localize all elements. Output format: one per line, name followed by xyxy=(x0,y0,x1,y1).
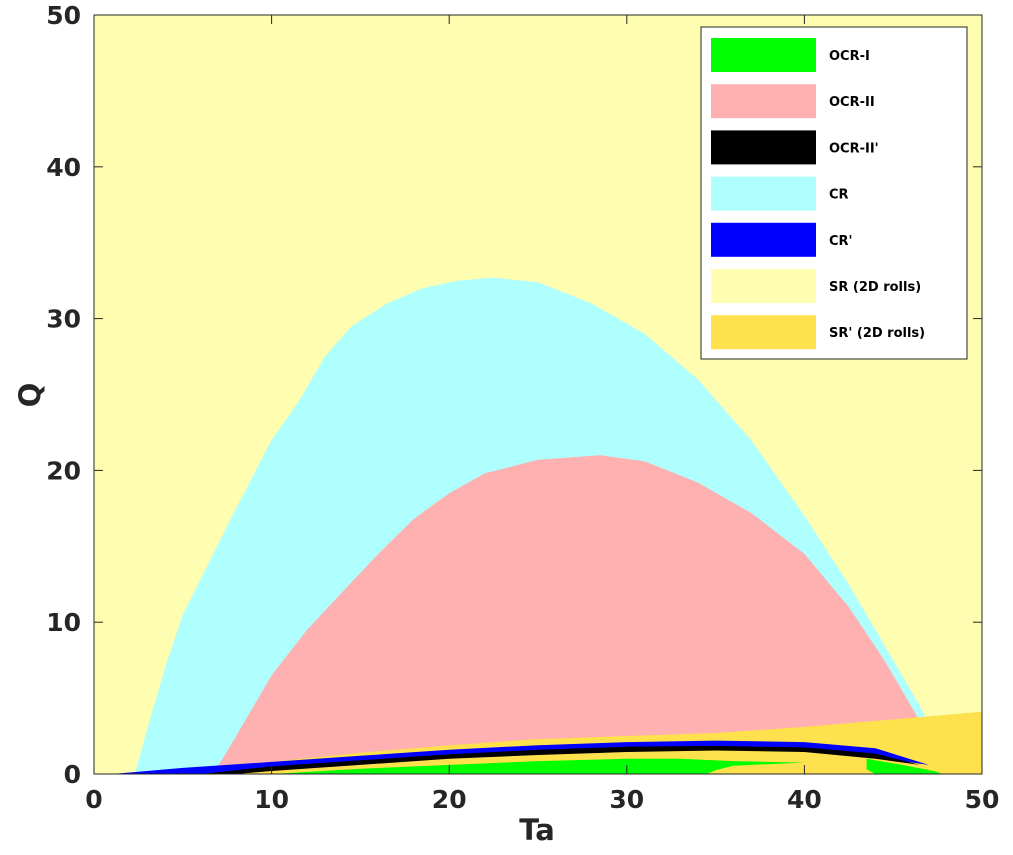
y-tick-label: 10 xyxy=(46,608,81,637)
axes-layer: 0 10 20 30 40 50 0 10 20 30 40 50 xyxy=(46,1,999,814)
legend-label-ocr-i: OCR-I xyxy=(829,49,870,64)
legend-label-cr: CR xyxy=(829,188,849,203)
legend-swatch-cr xyxy=(711,222,816,257)
legend-swatch-ocr-ii xyxy=(711,84,816,119)
y-tick-label: 0 xyxy=(64,760,81,789)
legend-swatch-cr xyxy=(711,176,816,211)
legend-label-cr: CR' xyxy=(829,234,853,249)
legend-label-ocr-ii: OCR-II xyxy=(829,95,875,110)
x-tick-label: 50 xyxy=(965,785,1000,814)
x-tick-label: 10 xyxy=(254,785,289,814)
y-axis-label: Q xyxy=(13,383,47,408)
legend-label-sr-2d-rolls: SR' (2D rolls) xyxy=(829,326,925,341)
y-tick-label: 20 xyxy=(46,456,81,485)
region-ocr-ii xyxy=(213,455,945,774)
y-tick-label: 40 xyxy=(46,153,81,182)
plot-frame xyxy=(93,14,983,775)
y-tick-label: 50 xyxy=(46,1,81,30)
legend-swatch-ocr-i xyxy=(711,38,816,72)
legend-swatch-ocr-ii xyxy=(711,130,816,165)
x-tick-label: 20 xyxy=(432,785,467,814)
x-tick-label: 40 xyxy=(787,785,822,814)
y-tick-label: 30 xyxy=(46,305,81,334)
x-tick-label: 0 xyxy=(85,785,102,814)
legend-swatch-sr-2d-rolls xyxy=(711,269,816,303)
region-ocr-ii xyxy=(200,745,920,774)
region-cr xyxy=(111,740,929,774)
region-ocr-i xyxy=(271,758,943,774)
legend: OCR-I OCR-II OCR-II' CR CR' SR (2D rolls) SR' … xyxy=(700,26,968,360)
x-tick-label: 30 xyxy=(609,785,644,814)
legend-label-ocr-ii: OCR-II' xyxy=(829,141,879,156)
x-axis-label: Ta xyxy=(519,813,555,847)
legend-label-sr-2d-rolls: SR (2D rolls) xyxy=(829,280,921,295)
legend-swatch-sr-2d-rolls xyxy=(711,315,816,350)
